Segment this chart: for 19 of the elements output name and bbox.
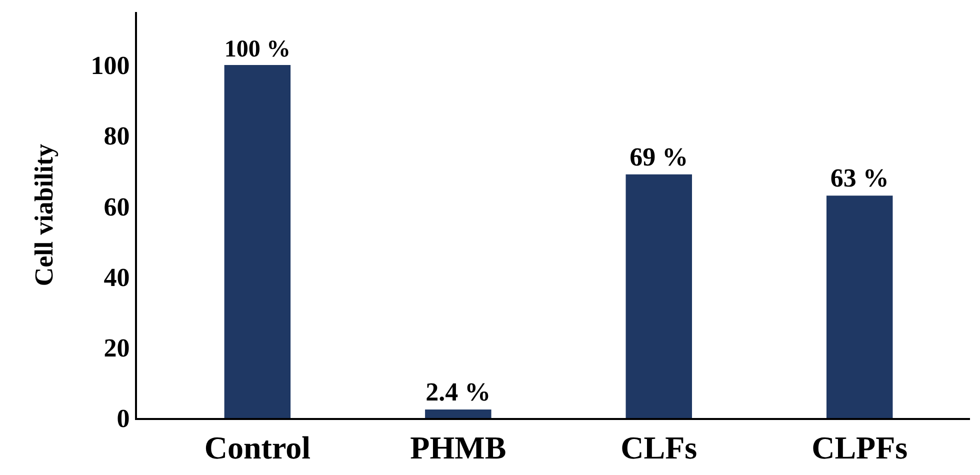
y-axis-title: Cell viability — [30, 144, 59, 286]
bar — [425, 410, 492, 418]
x-tick-label: CLFs — [620, 429, 698, 466]
data-label: 63 % — [830, 164, 889, 193]
y-tick-label: 80 — [104, 122, 130, 151]
x-tick-label: Control — [204, 429, 311, 466]
bar — [224, 64, 291, 418]
x-tick-label: CLPFs — [812, 429, 908, 466]
y-tick-label: 40 — [104, 262, 130, 292]
y-tick-label: 100 — [90, 51, 130, 80]
bar — [626, 174, 692, 418]
bar — [826, 196, 893, 418]
x-tick-label: PHMB — [410, 429, 506, 466]
data-label: 69 % — [630, 142, 688, 172]
y-tick-label: 0 — [116, 404, 130, 434]
y-tick-label: 20 — [104, 333, 130, 362]
data-label: 100 % — [224, 36, 291, 62]
y-tick-label: 60 — [104, 192, 130, 222]
data-label: 2.4 % — [426, 378, 491, 407]
